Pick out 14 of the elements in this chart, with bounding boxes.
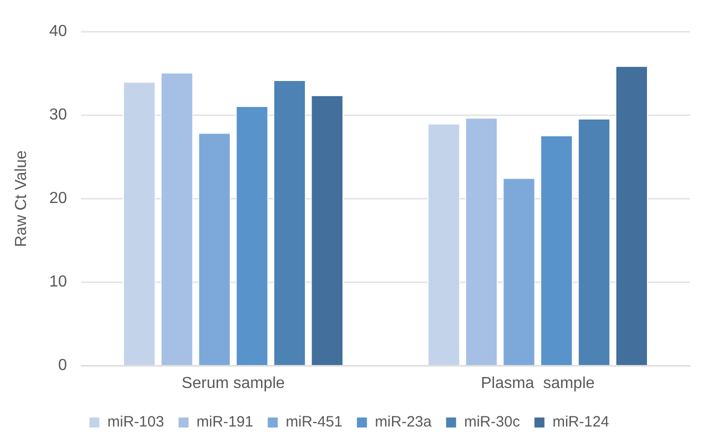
y-tick-label: 0 bbox=[58, 357, 68, 374]
x-tick-label: Plasma sample bbox=[480, 374, 595, 392]
legend-label: miR-191 bbox=[196, 414, 254, 431]
legend-label: miR-30c bbox=[464, 414, 520, 431]
legend-label: miR-451 bbox=[286, 414, 342, 431]
y-tick-label: 10 bbox=[49, 274, 68, 291]
legend-label: miR-124 bbox=[552, 414, 610, 431]
x-tick-label: Serum sample bbox=[182, 374, 285, 392]
legend-label: miR-103 bbox=[107, 414, 164, 431]
y-tick-label: 40 bbox=[49, 23, 68, 40]
y-axis-title: Raw Ct Value bbox=[13, 150, 30, 248]
y-tick-label: 20 bbox=[49, 190, 68, 208]
y-tick-label: 30 bbox=[49, 106, 68, 124]
legend-label: miR-23a bbox=[374, 414, 432, 431]
